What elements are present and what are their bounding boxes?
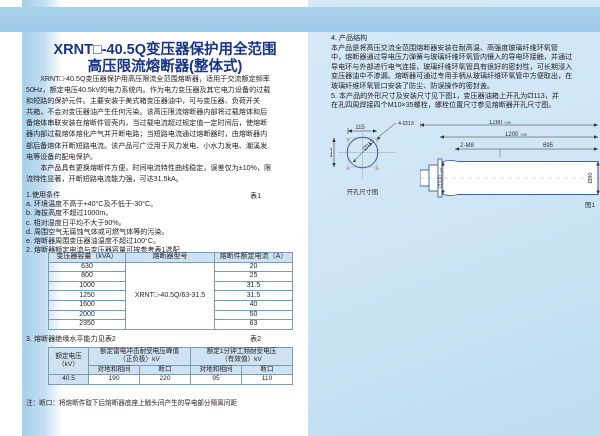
svg-text:2-M8: 2-M8 xyxy=(460,143,474,149)
svg-text:开孔尺寸图: 开孔尺寸图 xyxy=(347,187,378,196)
svg-text:图1: 图1 xyxy=(585,201,596,209)
svg-text:⚁113: ⚁113 xyxy=(361,138,376,153)
svg-text:⚁90: ⚁90 xyxy=(587,173,594,184)
svg-text:4-⚁13: 4-⚁13 xyxy=(398,121,414,127)
svg-text:115: 115 xyxy=(355,125,365,131)
svg-text:115: 115 xyxy=(330,148,334,158)
svg-text:695: 695 xyxy=(543,143,554,149)
